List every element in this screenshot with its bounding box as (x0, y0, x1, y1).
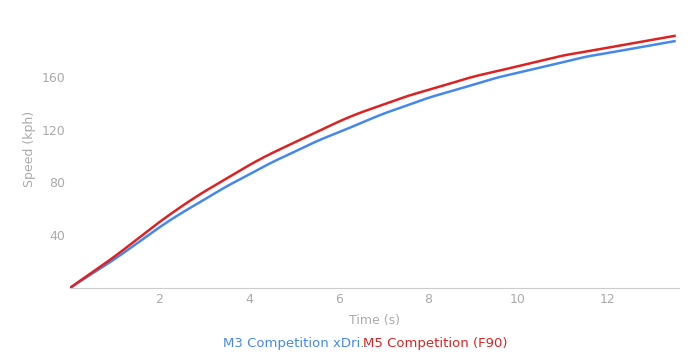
Text: M5 Competition (F90): M5 Competition (F90) (363, 337, 508, 350)
Y-axis label: Speed (kph): Speed (kph) (23, 111, 36, 188)
X-axis label: Time (s): Time (s) (349, 314, 400, 327)
Text: M3 Competition xDri..: M3 Competition xDri.. (223, 337, 368, 350)
